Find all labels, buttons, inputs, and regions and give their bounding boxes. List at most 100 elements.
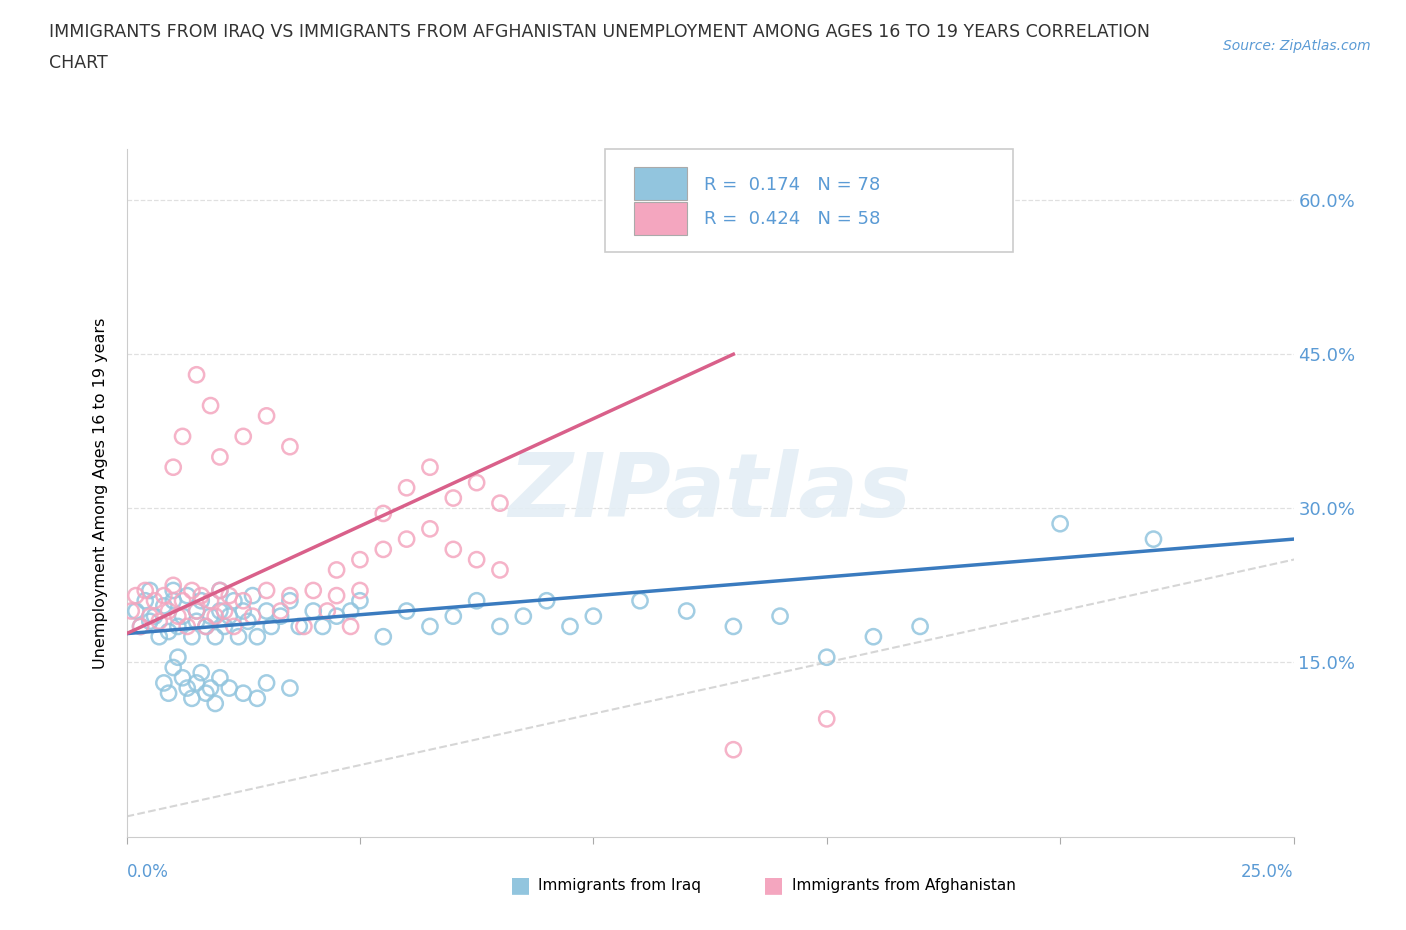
Immigrants from Afghanistan xyxy=(186,604,208,618)
Immigrants from Iraq xyxy=(194,685,217,700)
Immigrants from Afghanistan xyxy=(143,593,166,608)
Immigrants from Afghanistan xyxy=(172,429,194,444)
Immigrants from Afghanistan xyxy=(232,593,254,608)
Immigrants from Iraq xyxy=(558,619,581,634)
Immigrants from Iraq xyxy=(172,671,194,685)
Immigrants from Afghanistan xyxy=(489,563,512,578)
Immigrants from Iraq xyxy=(815,650,838,665)
Immigrants from Afghanistan xyxy=(316,604,339,618)
Immigrants from Iraq xyxy=(218,681,240,696)
Immigrants from Iraq xyxy=(270,609,292,624)
Immigrants from Iraq xyxy=(153,675,176,690)
Immigrants from Iraq xyxy=(204,630,226,644)
Immigrants from Iraq xyxy=(208,671,231,685)
Immigrants from Afghanistan xyxy=(256,583,278,598)
Immigrants from Iraq xyxy=(194,619,217,634)
Immigrants from Iraq xyxy=(465,593,488,608)
Immigrants from Iraq xyxy=(489,619,512,634)
Immigrants from Iraq xyxy=(349,593,371,608)
Immigrants from Afghanistan xyxy=(242,609,264,624)
Immigrants from Iraq xyxy=(190,593,212,608)
Immigrants from Afghanistan xyxy=(157,604,180,618)
Immigrants from Afghanistan xyxy=(200,593,222,608)
Immigrants from Iraq xyxy=(242,588,264,603)
Immigrants from Iraq xyxy=(176,681,198,696)
Immigrants from Iraq xyxy=(162,660,184,675)
Immigrants from Iraq xyxy=(200,681,222,696)
Immigrants from Iraq xyxy=(512,609,534,624)
Immigrants from Afghanistan xyxy=(419,522,441,537)
Immigrants from Afghanistan xyxy=(204,609,226,624)
Immigrants from Afghanistan xyxy=(465,475,488,490)
Immigrants from Iraq xyxy=(143,609,166,624)
Immigrants from Iraq xyxy=(186,675,208,690)
Immigrants from Afghanistan xyxy=(162,459,184,474)
Immigrants from Iraq xyxy=(325,609,347,624)
Immigrants from Iraq xyxy=(162,593,184,608)
Text: ■: ■ xyxy=(510,875,530,896)
Immigrants from Iraq xyxy=(125,604,148,618)
Immigrants from Afghanistan xyxy=(419,459,441,474)
Immigrants from Afghanistan xyxy=(190,588,212,603)
FancyBboxPatch shape xyxy=(634,167,686,201)
Immigrants from Afghanistan xyxy=(395,480,418,495)
Immigrants from Iraq xyxy=(628,593,651,608)
Immigrants from Afghanistan xyxy=(134,583,156,598)
FancyBboxPatch shape xyxy=(634,202,686,235)
Immigrants from Afghanistan xyxy=(302,583,325,598)
Immigrants from Iraq xyxy=(278,681,301,696)
Immigrants from Iraq xyxy=(236,614,259,629)
Immigrants from Iraq xyxy=(723,619,745,634)
Text: CHART: CHART xyxy=(49,54,108,72)
Immigrants from Iraq xyxy=(339,604,361,618)
Immigrants from Afghanistan xyxy=(176,619,198,634)
Immigrants from Iraq xyxy=(204,696,226,711)
Immigrants from Iraq xyxy=(246,691,269,706)
Text: 25.0%: 25.0% xyxy=(1241,863,1294,882)
Immigrants from Iraq xyxy=(208,583,231,598)
Immigrants from Iraq xyxy=(222,593,245,608)
Immigrants from Iraq xyxy=(134,593,156,608)
Immigrants from Afghanistan xyxy=(125,588,148,603)
Immigrants from Afghanistan xyxy=(222,619,245,634)
Text: R =  0.424   N = 58: R = 0.424 N = 58 xyxy=(704,210,880,228)
Immigrants from Afghanistan xyxy=(278,439,301,454)
Immigrants from Iraq xyxy=(232,604,254,618)
Text: 0.0%: 0.0% xyxy=(127,863,169,882)
Immigrants from Iraq xyxy=(172,609,194,624)
Immigrants from Afghanistan xyxy=(167,609,190,624)
Immigrants from Iraq xyxy=(180,630,202,644)
Immigrants from Afghanistan xyxy=(208,449,231,464)
Immigrants from Iraq xyxy=(536,593,558,608)
Immigrants from Iraq xyxy=(419,619,441,634)
Immigrants from Iraq xyxy=(1142,532,1164,547)
Immigrants from Afghanistan xyxy=(270,604,292,618)
Y-axis label: Unemployment Among Ages 16 to 19 years: Unemployment Among Ages 16 to 19 years xyxy=(93,317,108,669)
Immigrants from Iraq xyxy=(167,619,190,634)
Immigrants from Afghanistan xyxy=(465,552,488,567)
Immigrants from Afghanistan xyxy=(208,583,231,598)
Immigrants from Iraq xyxy=(157,624,180,639)
Immigrants from Afghanistan xyxy=(218,588,240,603)
Text: Immigrants from Iraq: Immigrants from Iraq xyxy=(538,878,702,893)
Immigrants from Iraq xyxy=(129,619,152,634)
Immigrants from Iraq xyxy=(441,609,464,624)
Immigrants from Afghanistan xyxy=(129,619,152,634)
Immigrants from Afghanistan xyxy=(139,609,162,624)
FancyBboxPatch shape xyxy=(605,149,1014,252)
Text: ZIPatlas: ZIPatlas xyxy=(509,449,911,537)
Immigrants from Iraq xyxy=(214,619,236,634)
Immigrants from Afghanistan xyxy=(153,588,176,603)
Immigrants from Iraq xyxy=(288,619,311,634)
Text: ■: ■ xyxy=(763,875,783,896)
Immigrants from Afghanistan xyxy=(349,583,371,598)
Immigrants from Iraq xyxy=(186,614,208,629)
Immigrants from Iraq xyxy=(167,650,190,665)
Immigrants from Afghanistan xyxy=(325,588,347,603)
Immigrants from Afghanistan xyxy=(349,552,371,567)
Immigrants from Iraq xyxy=(302,604,325,618)
Immigrants from Iraq xyxy=(200,609,222,624)
Immigrants from Iraq xyxy=(582,609,605,624)
Immigrants from Afghanistan xyxy=(723,742,745,757)
Immigrants from Iraq xyxy=(190,665,212,680)
